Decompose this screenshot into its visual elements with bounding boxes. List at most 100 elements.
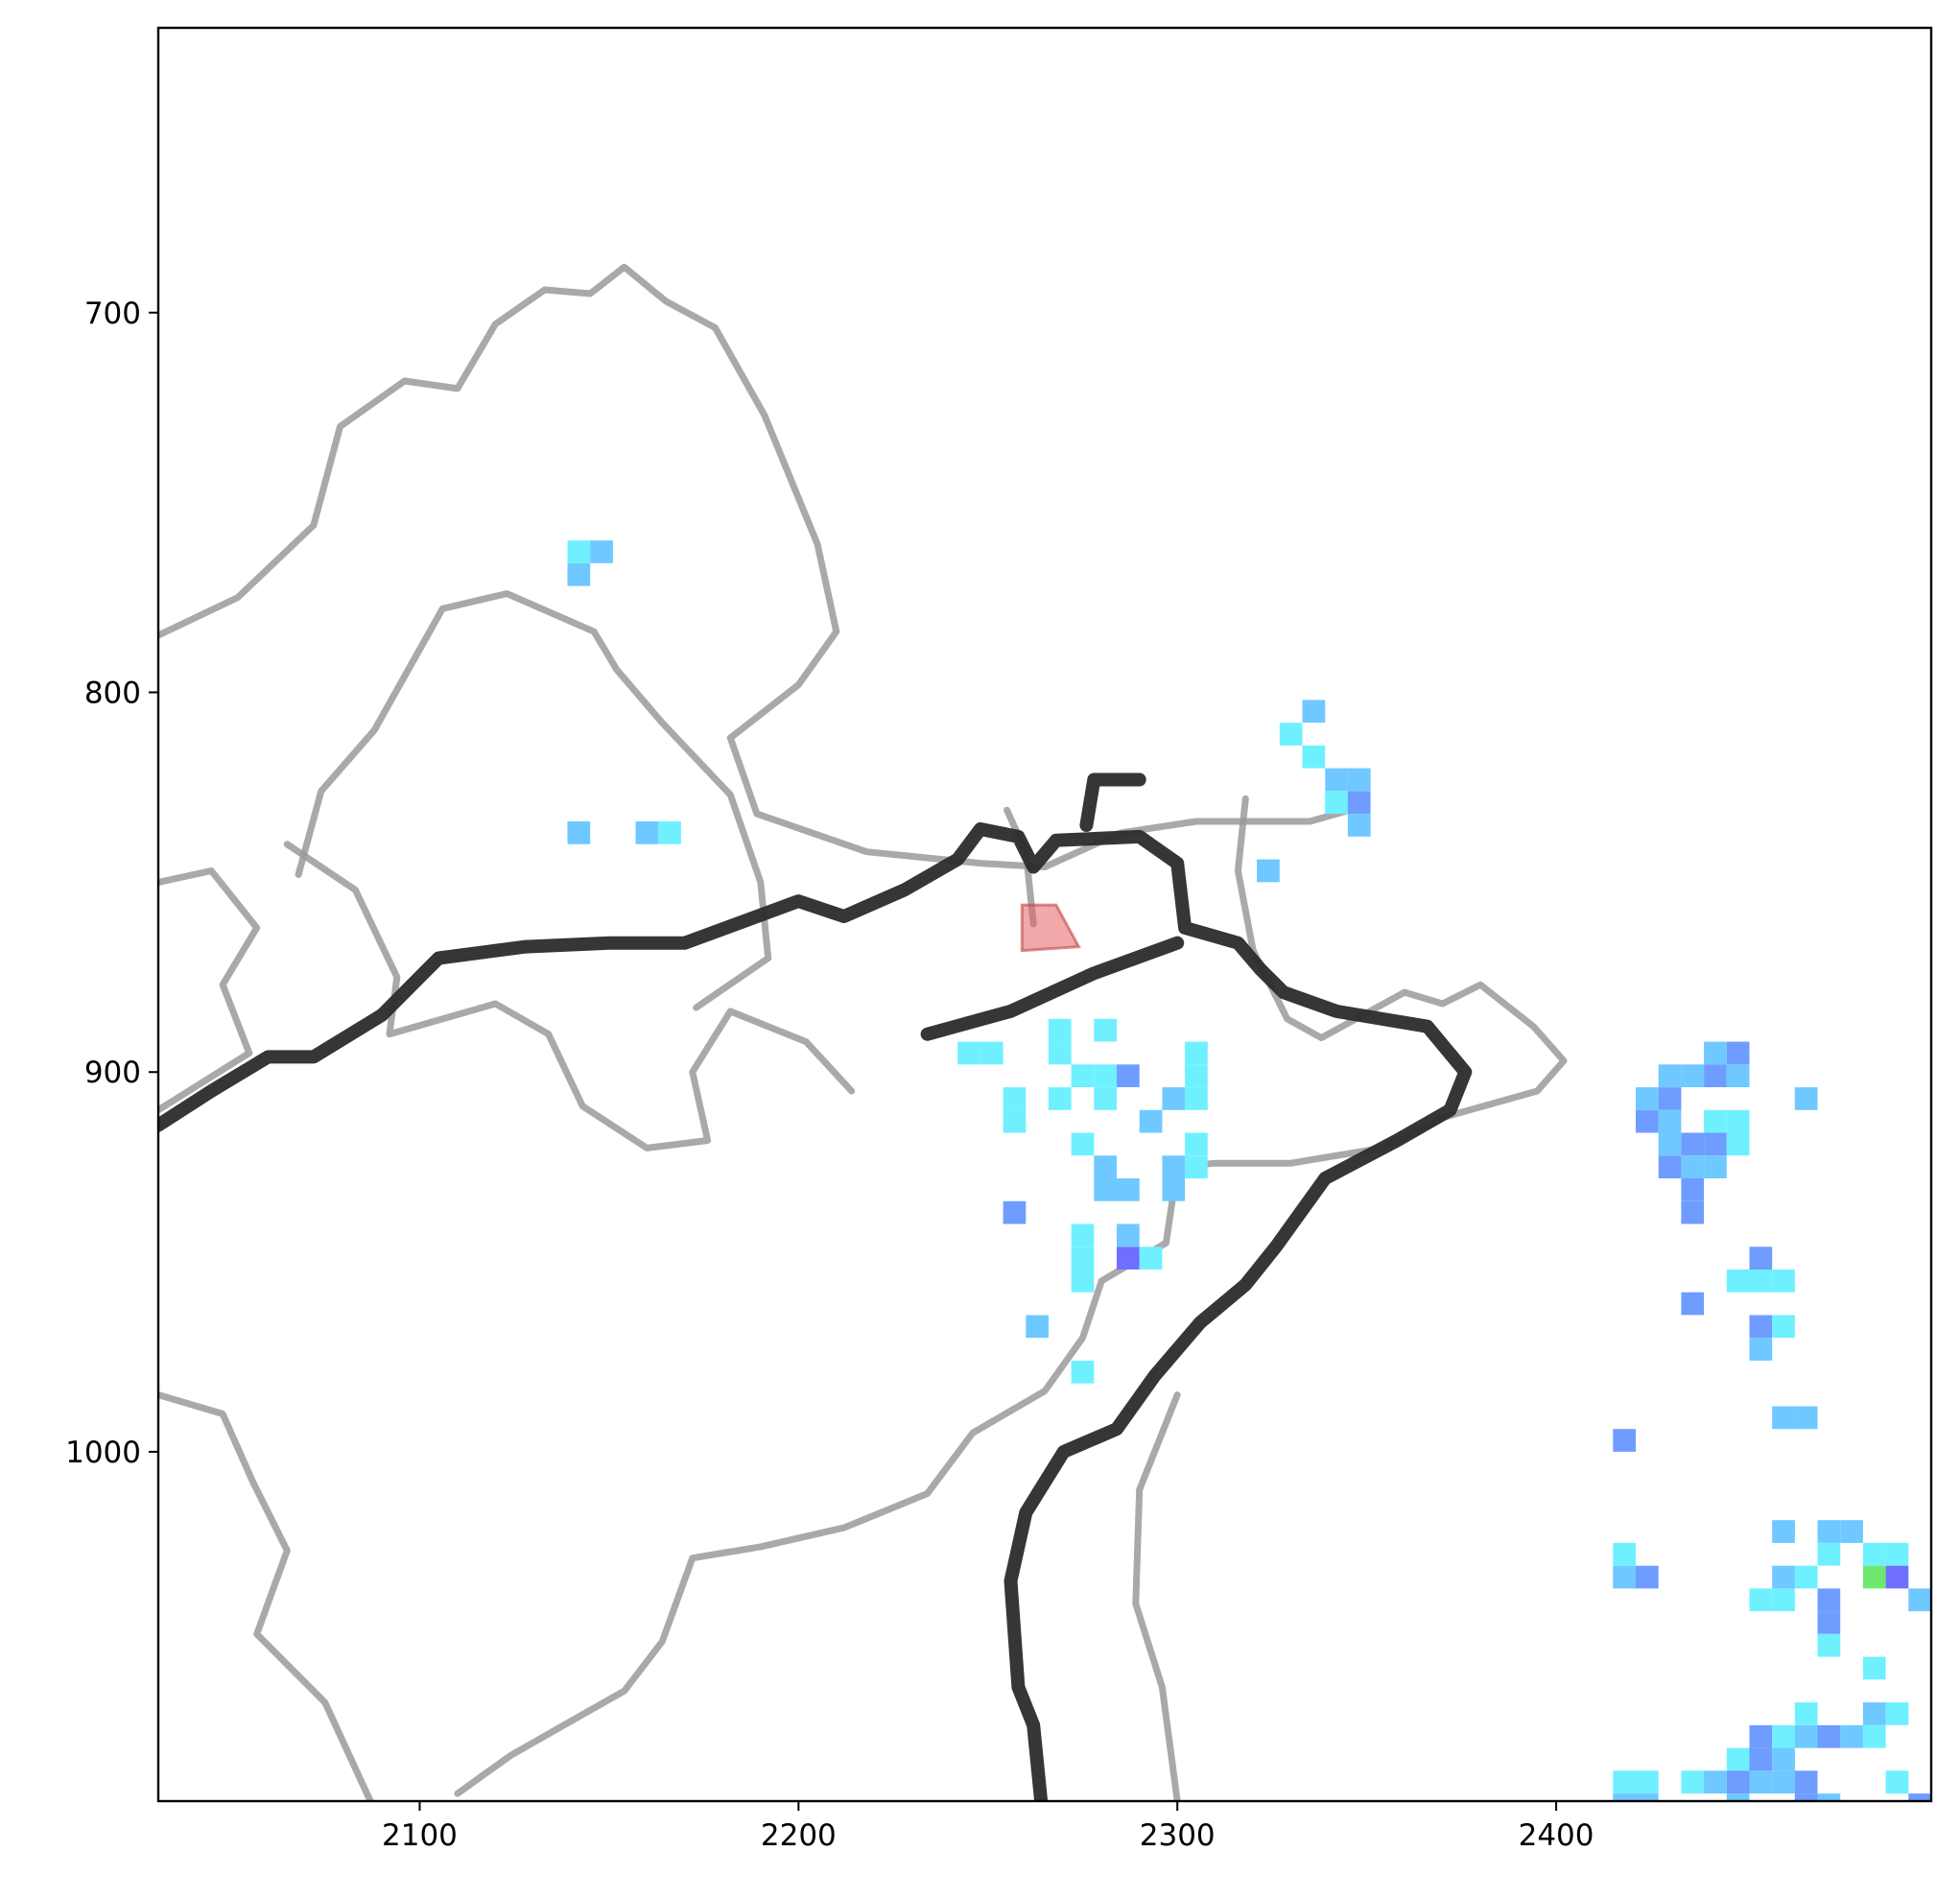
raster-cell — [1794, 1565, 1818, 1589]
raster-cell — [1862, 1656, 1886, 1680]
raster-cell — [590, 540, 613, 563]
raster-cell — [1749, 1724, 1773, 1748]
raster-cell — [1772, 1724, 1795, 1748]
raster-cell — [1704, 1155, 1727, 1178]
raster-cell — [1862, 1565, 1886, 1589]
raster-cell — [1185, 1155, 1208, 1178]
raster-cell — [1794, 1770, 1818, 1793]
raster-cell — [1817, 1633, 1841, 1657]
raster-cell — [1185, 1064, 1208, 1087]
raster-cell — [1185, 1087, 1208, 1110]
raster-cell — [567, 821, 591, 844]
raster-cell — [1003, 1200, 1027, 1224]
thin-boundary-line — [1132, 1391, 1181, 1801]
raster-cell — [1749, 1246, 1773, 1270]
raster-cell — [1613, 1770, 1636, 1793]
raster-cell — [1048, 1018, 1072, 1042]
raster-cell — [1772, 1315, 1795, 1339]
raster-cell — [1094, 1155, 1117, 1178]
raster-cell — [1772, 1588, 1795, 1612]
raster-cell — [1681, 1064, 1705, 1087]
raster-cell — [1908, 1793, 1931, 1801]
raster-cell — [1885, 1702, 1909, 1725]
raster-cell — [1681, 1200, 1705, 1224]
raster-cell — [1162, 1178, 1186, 1201]
raster-cells — [567, 540, 1931, 1801]
raster-cell — [1613, 1542, 1636, 1566]
raster-cell — [1658, 1155, 1682, 1178]
raster-cell — [1139, 1109, 1163, 1133]
highlight-layer — [1020, 903, 1081, 953]
raster-cell — [1636, 1087, 1659, 1110]
raster-cell — [635, 821, 659, 844]
raster-cell — [980, 1041, 1004, 1065]
raster-cell — [1817, 1542, 1841, 1566]
raster-cell — [1772, 1270, 1795, 1293]
raster-cell — [1749, 1588, 1773, 1612]
raster-cell — [1817, 1520, 1841, 1543]
raster-cell — [1185, 1132, 1208, 1156]
x-tick-label: 2300 — [1140, 1818, 1216, 1853]
raster-cell — [1908, 1588, 1931, 1612]
raster-cell — [1749, 1770, 1773, 1793]
x-tick-label: 2400 — [1519, 1818, 1594, 1853]
raster-cell — [1071, 1270, 1095, 1293]
thick-boundary-line — [1079, 772, 1146, 832]
raster-cell — [1117, 1246, 1140, 1270]
y-tick-label: 1000 — [65, 1436, 141, 1470]
raster-cell — [1613, 1565, 1636, 1589]
thin-boundary-line — [295, 590, 772, 1011]
raster-cell — [1636, 1770, 1659, 1793]
raster-cell — [1749, 1315, 1773, 1339]
raster-cell — [1772, 1520, 1795, 1543]
raster-cell — [1704, 1132, 1727, 1156]
x-axis: 2100 2200 2300 2400 — [382, 1801, 1594, 1853]
raster-cell — [1347, 814, 1371, 837]
raster-cell — [1613, 1793, 1636, 1801]
raster-cell — [1794, 1702, 1818, 1725]
raster-cell — [1794, 1087, 1818, 1110]
raster-cell — [1071, 1361, 1095, 1384]
raster-cell — [1862, 1724, 1886, 1748]
raster-cell — [1302, 745, 1326, 769]
raster-cell — [1636, 1565, 1659, 1589]
plot-frame — [156, 26, 1933, 1803]
thick-boundary-line — [920, 936, 1185, 1041]
raster-cell — [1003, 1109, 1027, 1133]
raster-cell — [1279, 723, 1303, 746]
thick-boundaries — [158, 772, 1473, 1801]
raster-cell — [567, 540, 591, 563]
raster-cell — [1681, 1292, 1705, 1316]
raster-cell — [1749, 1270, 1773, 1293]
raster-cell — [567, 563, 591, 586]
thin-boundary-line — [158, 867, 261, 1114]
raster-cell — [1139, 1246, 1163, 1270]
raster-cell — [1071, 1064, 1095, 1087]
raster-cell — [1257, 859, 1280, 883]
raster-cell — [1794, 1793, 1818, 1801]
x-tick-label: 2200 — [761, 1818, 837, 1853]
raster-cell — [1726, 1064, 1750, 1087]
raster-cell — [1726, 1109, 1750, 1133]
raster-cell — [1704, 1109, 1727, 1133]
raster-cell — [1885, 1770, 1909, 1793]
raster-cell — [1117, 1178, 1140, 1201]
raster-cell — [1726, 1041, 1750, 1065]
raster-cell — [1094, 1064, 1117, 1087]
raster-cell — [957, 1041, 980, 1065]
raster-cell — [1862, 1702, 1886, 1725]
raster-cell — [1613, 1429, 1636, 1452]
raster-cell — [1749, 1747, 1773, 1771]
plot-area — [158, 263, 1931, 1801]
raster-cell — [1658, 1064, 1682, 1087]
raster-cell — [1681, 1178, 1705, 1201]
raster-cell — [1071, 1223, 1095, 1247]
raster-cell — [1681, 1132, 1705, 1156]
thin-boundary-line — [158, 263, 1367, 870]
raster-cell — [1885, 1565, 1909, 1589]
raster-cell — [1658, 1109, 1682, 1133]
raster-cell — [1071, 1246, 1095, 1270]
x-tick-label: 2100 — [382, 1818, 458, 1853]
raster-cell — [1636, 1109, 1659, 1133]
raster-cell — [1840, 1520, 1863, 1543]
